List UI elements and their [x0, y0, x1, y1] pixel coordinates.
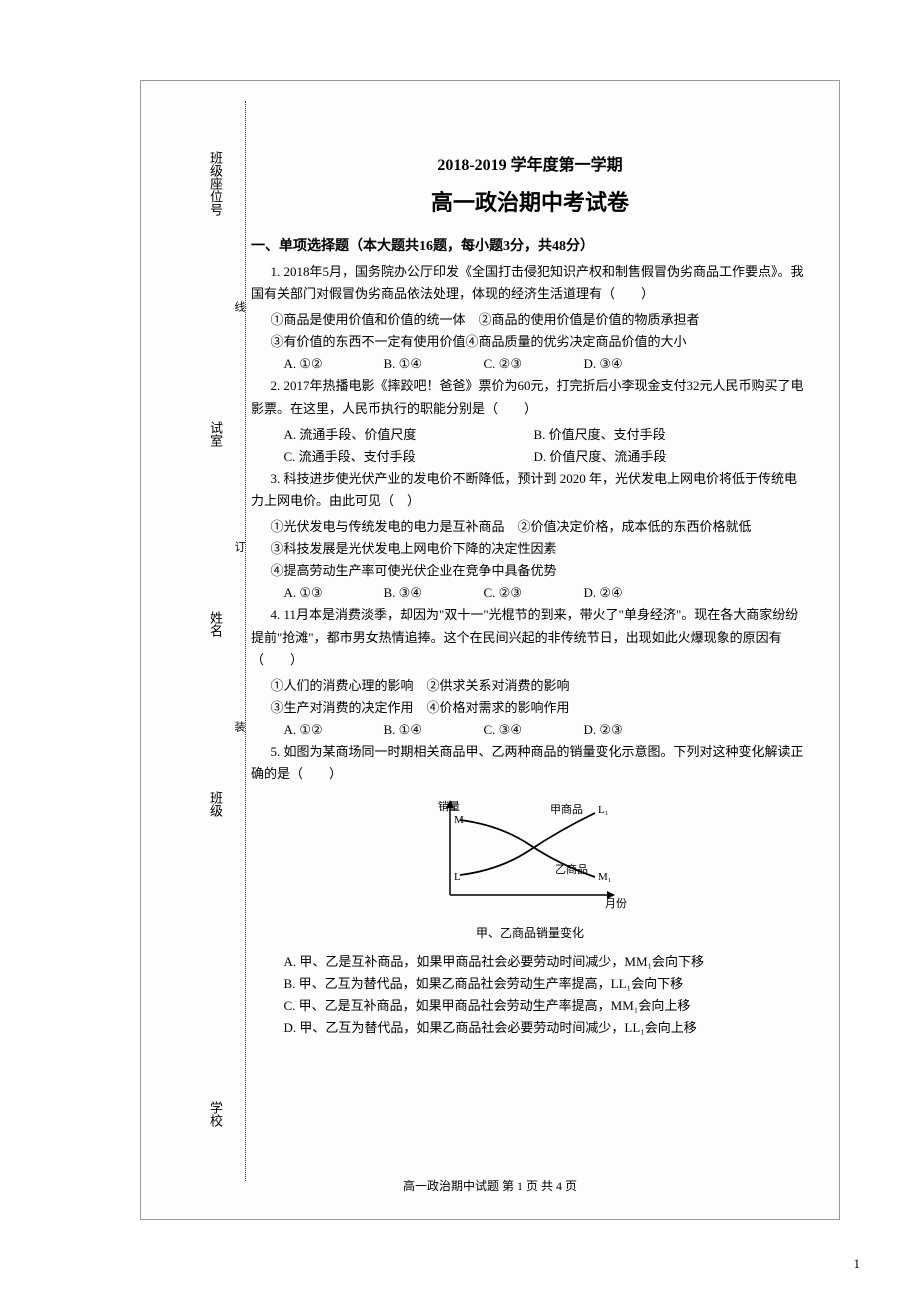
chart-label-jia: 甲商品: [550, 802, 583, 816]
chart-xlabel: 月份: [605, 897, 627, 910]
q2-opt-b: B. 价值尺度、支付手段: [534, 424, 666, 446]
q3-options: A. ①③ B. ③④ C. ②③ D. ②④: [251, 582, 809, 604]
semester-title: 2018-2019 学年度第一学期: [251, 151, 809, 175]
q4-line1: ①人们的消费心理的影响 ②供求关系对消费的影响: [251, 675, 809, 697]
q5-stem: 5. 如图为某商场同一时期相关商品甲、乙两种商品的销量变化示意图。下列对这种变化…: [251, 741, 809, 785]
q2-stem: 2. 2017年热播电影《摔跤吧！爸爸》票价为60元，打完折后小李现金支付32元…: [251, 375, 809, 419]
q4-stem: 4. 11月本是消费淡季，却因为"双十一"光棍节的到来，带火了"单身经济"。现在…: [251, 604, 809, 670]
chart-label-l: L: [454, 871, 461, 883]
q3-opt-b: B. ③④: [384, 582, 454, 604]
q3-opt-a: A. ①③: [284, 582, 354, 604]
binding-margin: 班级座位号 线 试室 订 姓名 装 班级 学校: [156, 101, 246, 1181]
binding-label-seat: 班级座位号: [206, 151, 225, 216]
binding-dotted-1: 线: [231, 301, 247, 315]
q5-opt-a: A. 甲、乙是互补商品，如果甲商品社会必要劳动时间减少，MM₁会向下移: [284, 951, 810, 973]
q4-opt-c: C. ③④: [484, 719, 554, 741]
q2-opt-a: A. 流通手段、价值尺度: [284, 424, 534, 446]
q4-options: A. ①② B. ①④ C. ③④ D. ②③: [251, 719, 809, 741]
q3-line2: ③科技发展是光伏发电上网电价下降的决定性因素: [251, 538, 809, 560]
binding-label-room: 试室: [206, 421, 225, 447]
binding-dotted-2: 订: [231, 541, 247, 555]
q4-opt-a: A. ①②: [284, 719, 354, 741]
outer-page-number: 1: [854, 1256, 861, 1272]
q3-stem: 3. 科技进步使光伏产业的发电价不断降低，预计到 2020 年，光伏发电上网电价…: [251, 468, 809, 512]
q3-line3: ④提高劳动生产率可使光伏企业在竞争中具备优势: [251, 560, 809, 582]
chart-label-m1: M₁: [598, 871, 612, 883]
q1-opt-d: D. ③④: [584, 353, 654, 375]
q1-opt-c: C. ②③: [484, 353, 554, 375]
q5-opt-d: D. 甲、乙互为替代品，如果乙商品社会必要劳动时间减少，LL₁会向上移: [284, 1017, 810, 1039]
q1-stem: 1. 2018年5月，国务院办公厅印发《全国打击侵犯知识产权和制售假冒伪劣商品工…: [251, 261, 809, 305]
q5-chart: 销量 月份 M L L₁ M₁ 甲商品 乙商品 甲、乙商品销量变化: [251, 795, 809, 941]
q4-opt-d: D. ②③: [584, 719, 654, 741]
q1-options: A. ①② B. ①④ C. ②③ D. ③④: [251, 353, 809, 375]
binding-label-class: 班级: [206, 791, 225, 817]
q3-opt-d: D. ②④: [584, 582, 654, 604]
chart-caption: 甲、乙商品销量变化: [251, 924, 809, 941]
q3-line1: ①光伏发电与传统发电的电力是互补商品 ②价值决定价格，成本低的东西价格就低: [251, 516, 809, 538]
q1-opt-a: A. ①②: [284, 353, 354, 375]
q5-opt-b: B. 甲、乙互为替代品，如果乙商品社会劳动生产率提高，LL₁会向下移: [284, 973, 810, 995]
binding-dotted-3: 装: [231, 721, 247, 735]
section-header: 一、单项选择题（本大题共16题，每小题3分，共48分）: [251, 235, 809, 255]
q1-line2: ③有价值的东西不一定有使用价值④商品质量的优劣决定商品价值的大小: [251, 331, 809, 353]
exam-title: 高一政治期中考试卷: [251, 185, 809, 217]
q5-opt-c: C. 甲、乙是互补商品，如果甲商品社会劳动生产率提高，MM₁会向上移: [284, 995, 810, 1017]
chart-label-m: M: [454, 814, 464, 826]
page-footer: 高一政治期中试题 第 1 页 共 4 页: [141, 1177, 839, 1194]
q2-opt-d: D. 价值尺度、流通手段: [534, 446, 667, 468]
chart-svg: 销量 月份 M L L₁ M₁ 甲商品 乙商品: [430, 795, 630, 915]
exam-page: 班级座位号 线 试室 订 姓名 装 班级 学校 2018-2019 学年度第一学…: [140, 80, 840, 1220]
q4-opt-b: B. ①④: [384, 719, 454, 741]
q2-opt-c: C. 流通手段、支付手段: [284, 446, 534, 468]
q3-opt-c: C. ②③: [484, 582, 554, 604]
chart-label-yi: 乙商品: [555, 862, 588, 876]
binding-label-school: 学校: [206, 1101, 225, 1127]
q1-line1: ①商品是使用价值和价值的统一体 ②商品的使用价值是价值的物质承担者: [251, 309, 809, 331]
q4-line2: ③生产对消费的决定作用 ④价格对需求的影响作用: [251, 697, 809, 719]
q2-options: A. 流通手段、价值尺度 B. 价值尺度、支付手段 C. 流通手段、支付手段 D…: [251, 424, 809, 468]
q1-opt-b: B. ①④: [384, 353, 454, 375]
binding-label-name: 姓名: [206, 611, 225, 637]
q5-options: A. 甲、乙是互补商品，如果甲商品社会必要劳动时间减少，MM₁会向下移 B. 甲…: [251, 951, 809, 1039]
chart-ylabel: 销量: [438, 799, 460, 813]
chart-label-l1: L₁: [598, 804, 609, 816]
